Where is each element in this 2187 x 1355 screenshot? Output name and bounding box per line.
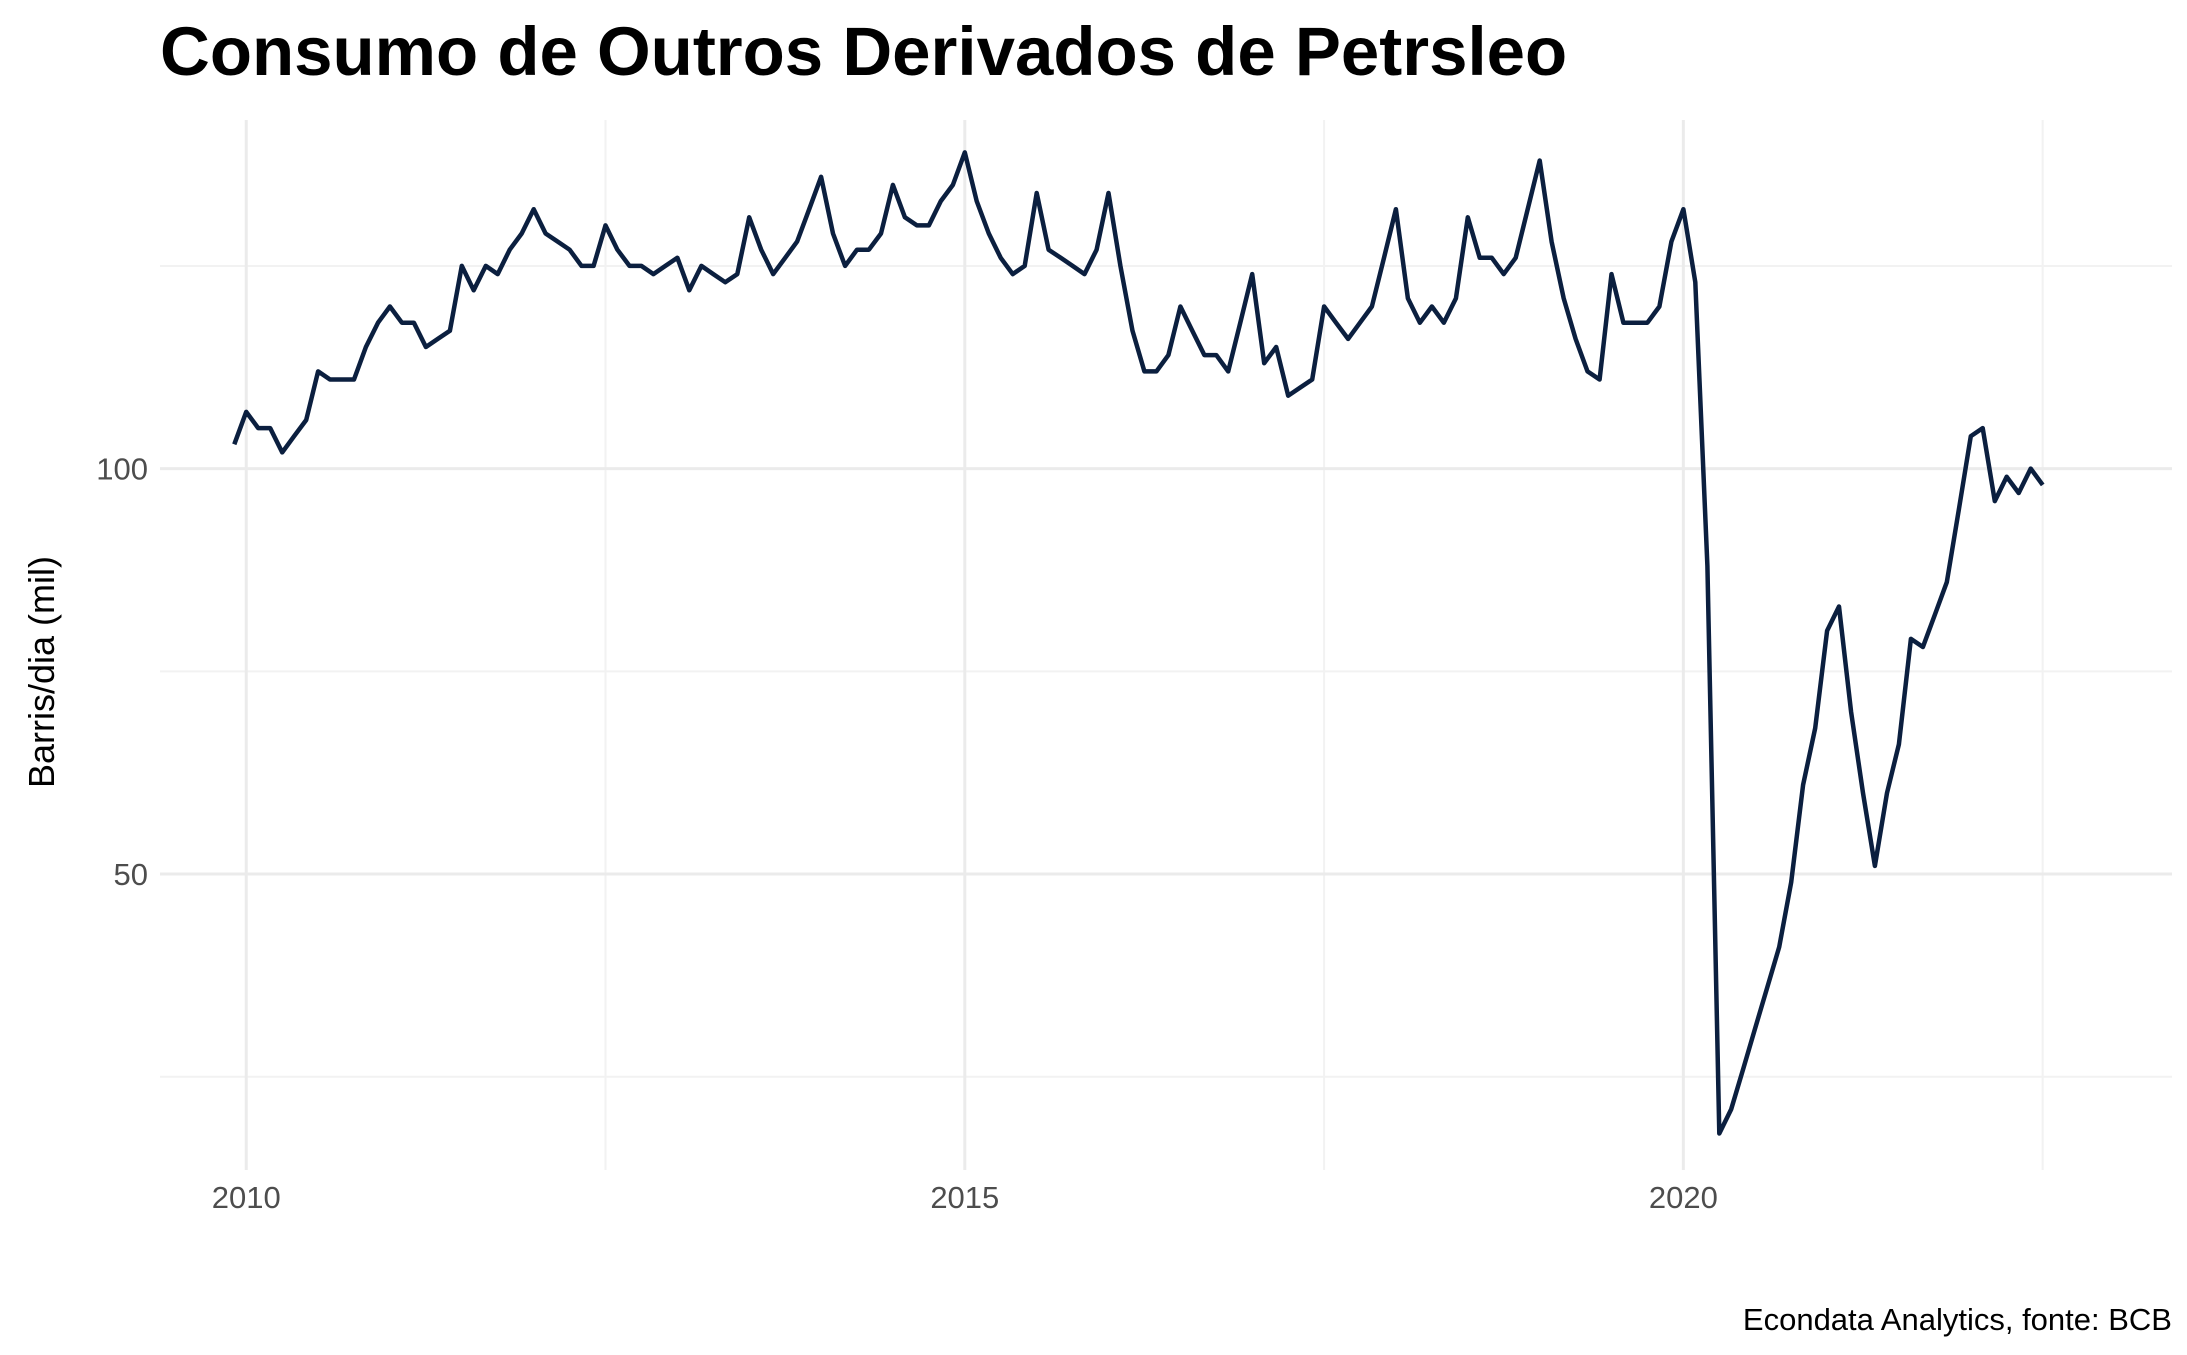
major-gridlines [160,120,2172,1170]
x-tick-label: 2020 [1649,1180,1718,1215]
x-tick-label: 2010 [212,1180,281,1215]
chart-title: Consumo de Outros Derivados de Petrsleo [160,13,1567,90]
chart-caption: Econdata Analytics, fonte: BCB [1743,1302,2172,1337]
y-tick-label: 50 [114,857,148,892]
series-line [232,150,2045,1136]
minor-gridlines [160,120,2172,1170]
x-axis-tick-labels: 2010 2015 2020 [212,1180,1718,1215]
x-tick-label: 2015 [930,1180,999,1215]
y-tick-label: 100 [96,452,148,487]
y-axis-tick-labels: 50 100 [96,452,148,892]
y-axis-title: Barris/dia (mil) [21,556,62,788]
series-layer [232,150,2045,1136]
